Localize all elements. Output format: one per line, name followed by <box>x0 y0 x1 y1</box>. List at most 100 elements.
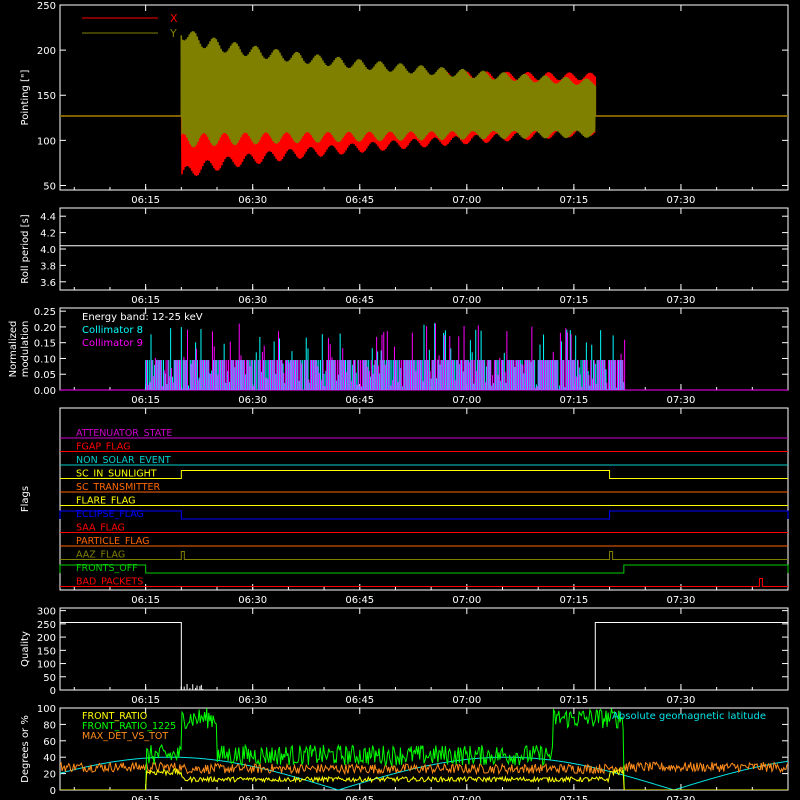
y-tick-label: 0.00 <box>34 386 56 397</box>
panel-4: 06:15 06:30 06:45 07:00 07:15 07:30 Flags ATTEN… <box>20 407 789 606</box>
panel-1: 06:15 06:30 06:45 07:00 07:15 07:30 Pointing [… <box>20 1 789 206</box>
y-tick-label: 40 <box>43 753 56 764</box>
legend-label: FRONT_RATIO <box>82 711 147 722</box>
y-axis-label: modulation <box>20 321 31 378</box>
x-tick-label: 07:15 <box>559 195 588 206</box>
plot-frame <box>59 607 789 691</box>
x-tick-label: 07:30 <box>667 795 696 800</box>
y-tick-label: 80 <box>43 720 56 731</box>
y-tick-label: 0 <box>50 686 56 697</box>
y-tick-label: 300 <box>37 607 56 618</box>
y-axis-label: Roll period [s] <box>20 214 31 283</box>
x-tick-label: 06:45 <box>345 795 374 800</box>
flag-label: SC_TRANSMITTER <box>76 482 161 493</box>
panel-2: 06:15 06:30 06:45 07:00 07:15 07:30 Roll perio… <box>20 207 789 306</box>
y-tick-label: 100 <box>37 660 56 671</box>
x-tick-label: 06:30 <box>238 595 267 606</box>
legend-label: Y <box>169 27 177 40</box>
flag-label: ECLIPSE_FLAG <box>76 509 144 520</box>
y-tick-label: 4.0 <box>40 245 56 256</box>
legend-label: Collimator 8 <box>82 325 143 336</box>
y-axis-label: Degrees or % <box>20 715 31 783</box>
y-tick-label: 0 <box>50 786 56 797</box>
y-tick-label: 20 <box>43 770 56 781</box>
flag-line <box>60 470 788 479</box>
legend-label: MAX_DET_VS_TOT <box>82 731 168 742</box>
x-tick-label: 07:30 <box>667 595 696 606</box>
x-tick-label: 07:00 <box>452 595 481 606</box>
x-tick-label: 07:00 <box>452 795 481 800</box>
x-tick-label: 06:15 <box>131 595 160 606</box>
flag-line <box>60 578 788 587</box>
x-tick-label: 06:15 <box>131 795 160 800</box>
y-tick-label: 0.25 <box>34 307 56 318</box>
legend-label: Collimator 9 <box>82 338 143 349</box>
legend-label: Absolute geomagnetic latitude <box>612 711 766 722</box>
flag-label: ATTENUATOR_STATE <box>76 428 172 439</box>
flag-label: FRONTS_OFF <box>76 563 138 574</box>
x-tick-label: 07:15 <box>559 295 588 306</box>
y-tick-label: 0.05 <box>34 370 56 381</box>
x-tick-label: 06:30 <box>238 295 267 306</box>
y-tick-label: 0.10 <box>34 354 56 365</box>
modulation-bars <box>145 323 626 390</box>
y-tick-label: 250 <box>37 1 56 12</box>
y-tick-label: 0.15 <box>34 339 56 350</box>
flag-label: PARTICLE_FLAG <box>76 536 149 547</box>
flag-line <box>59 564 789 574</box>
front-ratio-1225-line <box>60 708 788 790</box>
y-tick-label: 3.8 <box>40 261 56 272</box>
panel-5: 06:15 06:30 06:45 07:00 07:15 07:30 Quality 0 50… <box>20 607 789 706</box>
x-tick-label: 07:00 <box>452 395 481 406</box>
x-tick-label: 06:30 <box>238 395 267 406</box>
plot-frame <box>59 707 789 791</box>
x-tick-label: 07:30 <box>667 695 696 706</box>
y-tick-label: 250 <box>37 620 56 631</box>
flag-line <box>60 551 788 560</box>
y-tick-label: 100 <box>37 136 56 147</box>
legend-label: FRONT_RATIO_1225 <box>82 721 176 732</box>
x-tick-label: 06:45 <box>345 295 374 306</box>
x-tick-label: 07:15 <box>559 595 588 606</box>
x-tick-label: 07:15 <box>559 795 588 800</box>
x-tick-label: 06:15 <box>131 195 160 206</box>
x-tick-label: 07:30 <box>667 295 696 306</box>
plot-frame <box>59 4 789 191</box>
plot-frame <box>59 207 789 291</box>
legend-label: X <box>170 12 178 25</box>
x-tick-label: 06:45 <box>345 395 374 406</box>
x-tick-label: 06:45 <box>345 595 374 606</box>
x-tick-label: 06:30 <box>238 795 267 800</box>
flag-label: FLARE_FLAG <box>76 496 136 507</box>
x-tick-label: 07:00 <box>452 295 481 306</box>
x-tick-label: 07:00 <box>452 195 481 206</box>
x-tick-label: 07:15 <box>559 695 588 706</box>
y-tick-label: 200 <box>37 633 56 644</box>
x-tick-label: 07:15 <box>559 395 588 406</box>
x-tick-label: 07:30 <box>667 395 696 406</box>
series-y-line <box>60 31 788 148</box>
x-tick-label: 06:15 <box>131 295 160 306</box>
max-det-line <box>60 761 788 776</box>
front-ratio-line <box>60 767 788 790</box>
panel-6: 06:15 06:30 06:45 07:00 07:15 07:30 Degrees or… <box>20 704 789 800</box>
x-tick-label: 07:30 <box>667 195 696 206</box>
x-tick-label: 06:45 <box>345 195 374 206</box>
quality-line <box>60 622 788 690</box>
panel-3: 06:15 06:30 06:45 07:00 07:15 07:30 Normalized… <box>8 307 789 406</box>
y-tick-label: 150 <box>37 646 56 657</box>
y-tick-label: 50 <box>43 181 56 192</box>
flag-label: BAD_PACKETS <box>76 577 143 588</box>
y-tick-label: 4.4 <box>40 212 56 223</box>
flag-label: SC_IN_SUNLIGHT <box>76 469 157 480</box>
y-axis-label: Pointing ["] <box>20 69 31 125</box>
flag-line <box>59 510 789 520</box>
y-axis-label: Quality <box>20 631 31 667</box>
x-tick-label: 06:15 <box>131 695 160 706</box>
y-tick-label: 50 <box>43 673 56 684</box>
x-tick-label: 06:30 <box>238 195 267 206</box>
y-axis-label: Flags <box>20 486 31 512</box>
y-tick-label: 200 <box>37 46 56 57</box>
flag-label: AAZ_FLAG <box>76 550 125 561</box>
